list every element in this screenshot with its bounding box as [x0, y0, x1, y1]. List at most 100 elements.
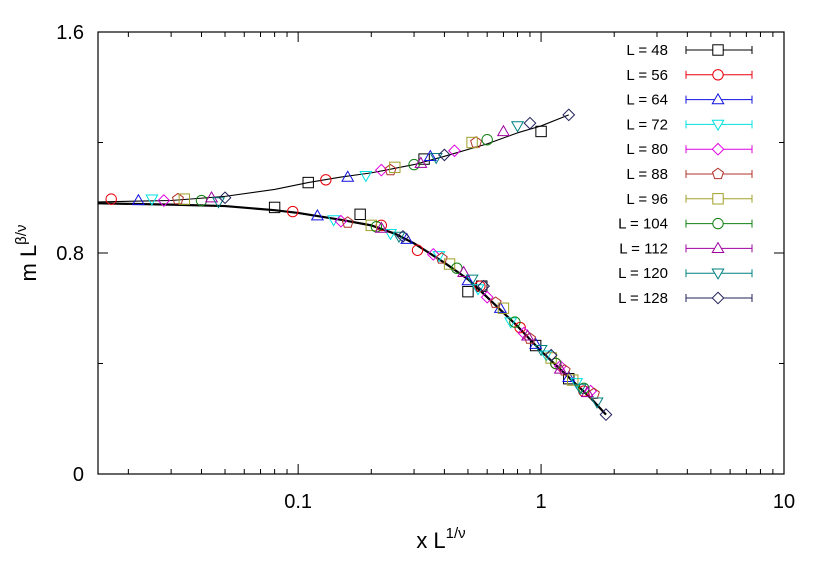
series-3 [131, 149, 576, 382]
legend-marker-2 [712, 69, 724, 81]
series-4 [145, 170, 584, 390]
legend: L = 48 L = 56 L = 64 L = 72 L = 80 L = 88 L = … [618, 42, 753, 307]
y-tick-label-2: 0.8 [56, 243, 84, 265]
series-8-point-3 [408, 158, 420, 171]
legend-marker-7 [712, 193, 724, 205]
series-5-point-4 [426, 247, 440, 261]
series-2-point-3 [320, 174, 332, 186]
x-axis-label-base: x L [416, 528, 445, 553]
series-9-point-1 [204, 191, 219, 203]
series-3-point-4 [400, 232, 414, 244]
series-4-point-7 [504, 317, 518, 329]
x-tick-label-3: 10 [773, 491, 795, 513]
legend-entry-7: L = 96 [626, 191, 753, 208]
series-3-point-1 [131, 193, 145, 206]
series-2-point-1 [105, 193, 117, 205]
series-7-point-4 [443, 258, 456, 270]
legend-label-10: L = 120 [618, 265, 668, 282]
series-6-point-2 [341, 216, 354, 228]
legend-entry-10: L = 120 [618, 265, 753, 282]
legend-entry-8: L = 104 [618, 216, 753, 233]
series-6-point-5 [470, 136, 483, 148]
series-2-point-2 [287, 205, 299, 218]
legend-marker-10 [711, 268, 725, 280]
series-5-point-5 [448, 144, 461, 158]
points-layer [105, 108, 613, 422]
series-1-point-3 [354, 208, 366, 221]
series-5-point-1 [157, 194, 171, 207]
x-axis-label: x L1/ν [416, 525, 465, 553]
series-7-point-1 [178, 193, 191, 205]
series-10-point-4 [465, 274, 479, 286]
y-tick-label-3: 1.6 [56, 22, 84, 44]
curves-layer [97, 114, 607, 416]
series-6-point-4 [435, 252, 448, 264]
legend-label-8: L = 104 [618, 216, 668, 233]
legend-label-5: L = 80 [626, 141, 668, 158]
series-9 [204, 124, 594, 398]
legend-marker-8 [712, 217, 724, 230]
y-axis-label: m Lβ/ν [13, 225, 41, 282]
series-9-point-2 [374, 221, 388, 233]
series-10-point-8 [590, 397, 604, 409]
series-11-point-1 [218, 191, 232, 205]
series-11-point-2 [396, 229, 410, 243]
series-9-point-3 [414, 156, 428, 168]
series-2 [105, 174, 590, 397]
series-6 [171, 136, 600, 400]
series-8-point-5 [481, 134, 493, 146]
series-4-point-4 [383, 229, 398, 241]
series-7 [178, 136, 579, 386]
series-9-point-8 [580, 385, 594, 398]
legend-marker-3 [711, 92, 725, 105]
series-10-point-1 [211, 197, 226, 209]
series-4-point-1 [145, 194, 159, 206]
legend-entry-6: L = 88 [626, 166, 753, 183]
series-3-point-9 [562, 370, 576, 382]
series-7-point-5 [466, 136, 478, 149]
series-10-point-2 [392, 231, 406, 244]
series-7-point-6 [497, 302, 510, 314]
series-1-point-4 [418, 153, 430, 165]
series-10 [211, 121, 604, 409]
series-11-point-7 [562, 108, 576, 122]
series-3-point-5 [423, 149, 437, 161]
series-10-point-5 [510, 121, 525, 133]
series-10-point-6 [534, 345, 548, 357]
y-axis-label-base: m L [16, 245, 41, 282]
series-5-point-6 [480, 290, 494, 304]
legend-entry-11: L = 128 [618, 290, 753, 307]
series-9-point-6 [521, 329, 535, 341]
legend-entry-9: L = 112 [619, 240, 753, 257]
series-1 [268, 125, 575, 385]
legend-entry-1: L = 48 [626, 42, 753, 59]
legend-label-3: L = 64 [626, 92, 668, 109]
series-1-point-2 [302, 176, 314, 189]
series-7-point-8 [567, 374, 579, 386]
x-tick-label-1: 0.1 [284, 491, 312, 513]
legend-marker-9 [711, 241, 725, 254]
legend-marker-5 [711, 142, 725, 156]
series-8-point-6 [509, 316, 521, 328]
series-2-point-5 [411, 244, 424, 256]
series-7-point-3 [389, 161, 401, 174]
legend-entry-4: L = 72 [626, 116, 753, 133]
legend-label-1: L = 48 [626, 42, 668, 59]
series-4-point-9 [569, 378, 584, 390]
legend-marker-4 [711, 119, 725, 132]
legend-entry-3: L = 64 [626, 92, 753, 109]
fit-curve-1 [97, 114, 569, 203]
series-5 [157, 144, 598, 398]
legend-entry-2: L = 56 [626, 67, 753, 84]
series-6-point-7 [523, 332, 536, 344]
series-3-point-3 [341, 170, 355, 182]
legend-label-9: L = 112 [619, 240, 668, 257]
ticks-layer: 0.1 1 10 0 0.8 1.6 [56, 22, 795, 513]
legend-label-7: L = 96 [626, 191, 668, 208]
series-1-point-1 [268, 201, 281, 214]
legend-marker-6 [711, 167, 725, 180]
legend-marker-1 [712, 44, 724, 56]
series-8-point-1 [195, 194, 208, 207]
series-11-point-3 [437, 148, 451, 162]
